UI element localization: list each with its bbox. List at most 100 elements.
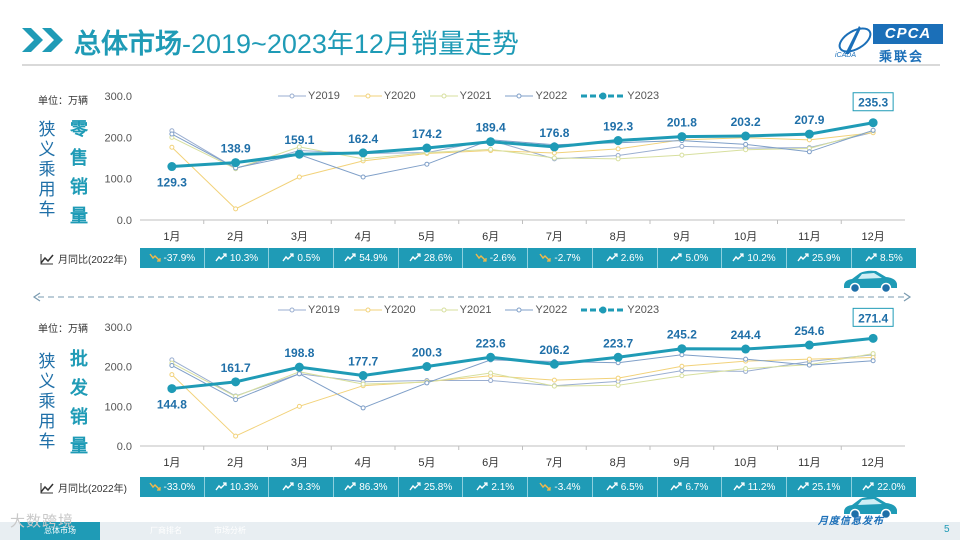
y-tick-label: 300.0 (104, 91, 132, 103)
data-point (804, 129, 814, 139)
retail-chart: 0.0 100.0 200.0 300.0 1月 2月 3月 4月 5月 6月 7月 8月 9月 10月 1… (104, 91, 905, 243)
watermark-text: 大数跨境 (10, 513, 75, 530)
yoy-value: 6.7% (685, 481, 709, 493)
y-tick-label: 0.0 (117, 441, 132, 453)
yoy-cell: -3.4% (528, 477, 593, 497)
page-title: 总体市场-2019~2023年12月销量走势 (74, 22, 519, 61)
data-point (615, 375, 621, 381)
x-tick-label: 4月 (355, 457, 372, 469)
data-point (424, 161, 430, 167)
data-point (679, 363, 685, 369)
wholesale-yoy-row: 月同比(2022年) -33.0% 10.3% 9.3% 86.3% 25.8% 2.1%… (0, 477, 960, 497)
yoy-cell: 25.9% (787, 248, 852, 268)
footer-tab-ranking[interactable]: 厂商排名 (150, 526, 182, 535)
vertical-char: 用 (38, 180, 56, 199)
trend-up-icon (797, 481, 809, 493)
data-point (486, 137, 496, 147)
data-point (870, 358, 876, 364)
legend-label: Y2022 (535, 90, 568, 102)
legend-label: Y2019 (308, 304, 340, 316)
x-tick-label: 9月 (673, 457, 690, 469)
series-line-Y2023 (171, 336, 874, 391)
data-point (870, 351, 876, 357)
title-rule (22, 64, 940, 66)
series-line-Y2019 (171, 130, 874, 169)
data-point (806, 362, 812, 368)
wholesale-side-label: 狭义乘用车 (37, 352, 57, 452)
footer-tab-overall[interactable]: 总体市场 (20, 522, 100, 540)
data-point (679, 368, 685, 374)
legend-label: Y2021 (459, 90, 492, 102)
yoy-value: 11.2% (747, 481, 776, 493)
legend-label: Y2023 (627, 304, 660, 316)
yoy-cell: 2.6% (593, 248, 658, 268)
legend-label: Y2022 (535, 304, 568, 316)
retail-yoy-label: 月同比(2022年) (40, 251, 127, 266)
yoy-value: 8.5% (880, 252, 903, 264)
x-tick-label: 1月 (163, 231, 180, 243)
trend-down-icon (148, 482, 161, 493)
data-label: 235.3 (858, 96, 888, 110)
yoy-value: 22.0% (877, 481, 906, 493)
legend-label: Y2020 (383, 90, 416, 102)
trend-up-icon (409, 481, 421, 493)
yoy-value: 5.0% (685, 252, 709, 264)
trend-up-icon (344, 481, 356, 493)
data-label: 162.4 (348, 132, 378, 146)
data-point (296, 371, 302, 377)
data-point (743, 366, 749, 372)
logo-text: CPCA (873, 24, 943, 44)
retail-side-label: 狭义乘用车 (37, 120, 57, 220)
x-tick-label: 7月 (546, 231, 563, 243)
data-point (294, 362, 304, 372)
wholesale-chart: 0.0 100.0 200.0 300.0 1月 2月 3月 4月 5月 6月 7月 8月 9月 10月 1… (104, 307, 905, 469)
series-line-Y2023 (171, 121, 874, 169)
data-point (743, 147, 749, 153)
data-point (422, 143, 432, 153)
legend-swatch (278, 93, 306, 99)
legend-swatch (505, 307, 534, 313)
data-point (422, 362, 432, 372)
trend-up-icon (215, 252, 227, 264)
footer-tab-analysis[interactable]: 市场分析 (214, 526, 246, 535)
section-divider (32, 292, 912, 302)
yoy-value: -37.9% (163, 252, 196, 264)
vertical-char: 狭 (38, 352, 56, 371)
data-point (868, 333, 878, 343)
yoy-value: 2.6% (620, 252, 644, 264)
vertical-char: 零 (70, 119, 88, 139)
data-point (488, 378, 494, 384)
vertical-char: 义 (38, 372, 56, 391)
data-point (424, 380, 430, 386)
yoy-value: 10.2% (747, 252, 776, 264)
yoy-cell: 6.5% (593, 477, 658, 497)
vertical-char: 销 (70, 177, 88, 197)
cpca-logo: CPCA 乘联会 iCADA (835, 20, 945, 64)
yoy-cell: 10.3% (205, 477, 270, 497)
data-point (677, 344, 687, 354)
yoy-cell: 86.3% (334, 477, 399, 497)
legend-swatch (505, 93, 534, 99)
yoy-value: 2.1% (491, 481, 515, 493)
data-point (488, 370, 494, 376)
page-title-sub: -2019~2023年12月销量走势 (182, 29, 519, 59)
retail-chart-title: 零售销量 (68, 115, 90, 231)
vertical-char: 义 (38, 140, 56, 159)
trend-up-icon (670, 481, 683, 493)
data-point (551, 377, 557, 383)
data-point (613, 352, 623, 362)
car-icon (844, 496, 897, 520)
trend-down-icon (539, 253, 552, 264)
data-point (231, 158, 241, 168)
y-tick-label: 200.0 (104, 132, 132, 144)
x-tick-label: 1月 (163, 457, 180, 469)
yoy-cell: 11.2% (722, 477, 787, 497)
trend-up-icon (282, 252, 294, 264)
vertical-char: 发 (70, 378, 88, 398)
x-tick-label: 3月 (291, 457, 308, 469)
data-point (551, 383, 557, 389)
data-point (868, 118, 878, 128)
vertical-char: 量 (70, 436, 88, 456)
trend-up-icon (797, 252, 809, 264)
yoy-cell: 28.6% (399, 248, 464, 268)
